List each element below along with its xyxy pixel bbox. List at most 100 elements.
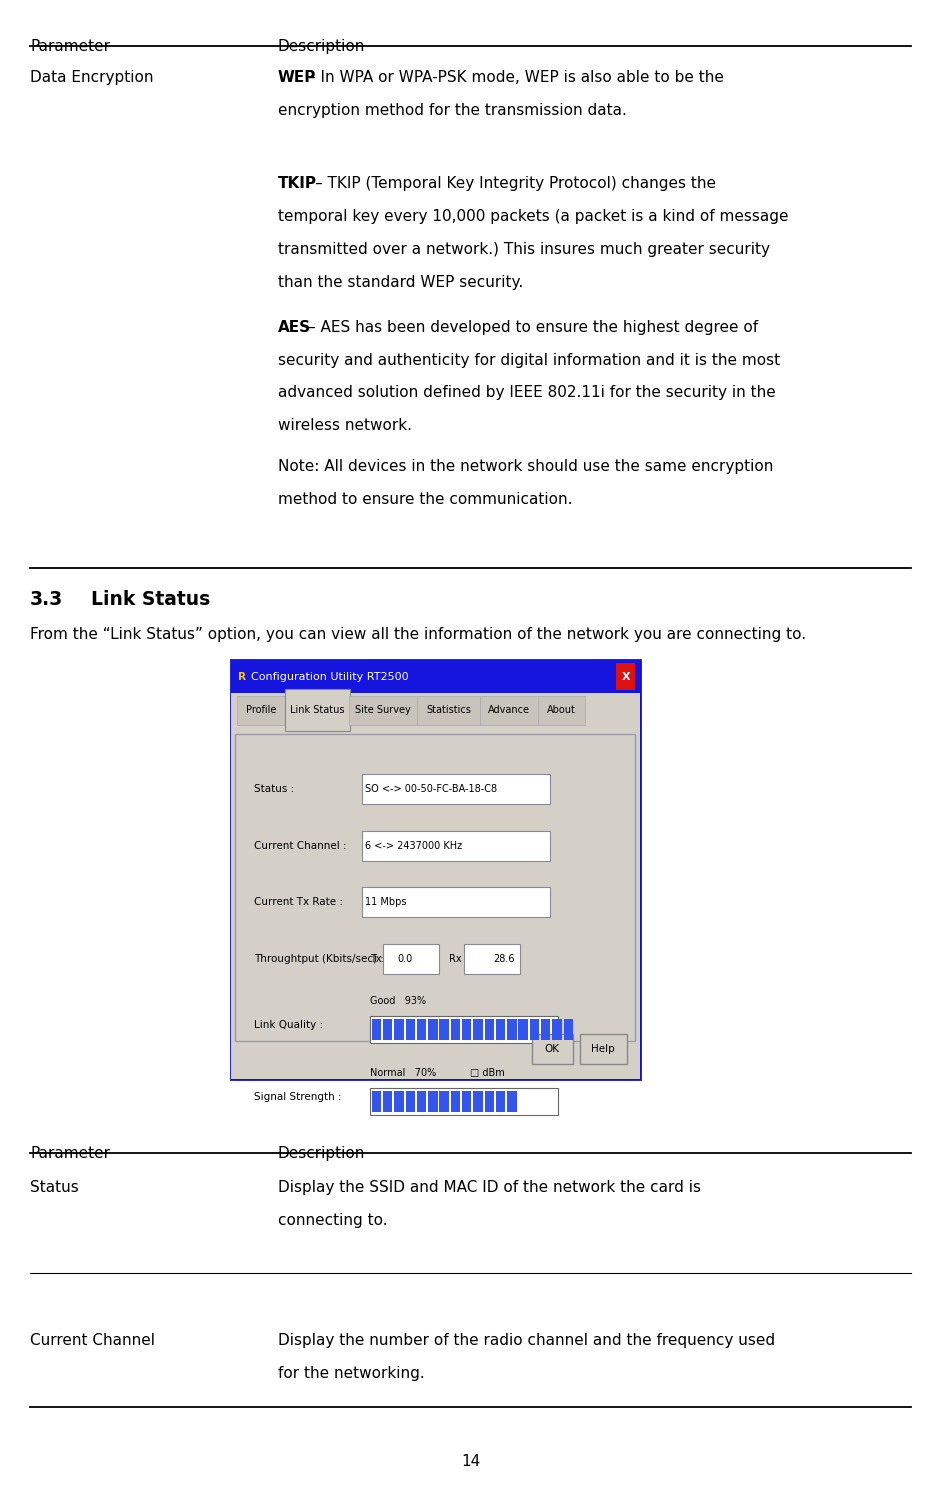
- Text: OK: OK: [545, 1044, 560, 1053]
- Bar: [451, 1019, 460, 1040]
- Bar: [496, 1091, 505, 1112]
- Text: Description: Description: [278, 39, 365, 54]
- Text: 14: 14: [461, 1454, 480, 1469]
- Text: Data Encryption: Data Encryption: [30, 70, 153, 85]
- Bar: [362, 887, 550, 917]
- Text: for the networking.: for the networking.: [278, 1366, 424, 1380]
- Text: 6 <-> 2437000 KHz: 6 <-> 2437000 KHz: [365, 841, 462, 850]
- Bar: [507, 1091, 517, 1112]
- Text: Parameter: Parameter: [30, 39, 110, 54]
- Text: Status: Status: [30, 1180, 79, 1195]
- Text: SO <-> 00-50-FC-BA-18-C8: SO <-> 00-50-FC-BA-18-C8: [365, 784, 497, 793]
- Text: Description: Description: [278, 1146, 365, 1161]
- Text: Note: All devices in the network should use the same encryption: Note: All devices in the network should …: [278, 459, 773, 474]
- Text: 3.3: 3.3: [30, 590, 63, 610]
- Bar: [231, 660, 640, 693]
- Bar: [518, 1019, 528, 1040]
- Text: Rx: Rx: [449, 955, 461, 964]
- Text: Profile: Profile: [247, 705, 277, 714]
- Text: Current Tx Rate :: Current Tx Rate :: [254, 898, 343, 907]
- Text: From the “Link Status” option, you can view all the information of the network y: From the “Link Status” option, you can v…: [30, 627, 806, 642]
- Bar: [428, 1019, 438, 1040]
- Bar: [417, 696, 480, 725]
- Text: Link Quality :: Link Quality :: [254, 1020, 323, 1029]
- Text: Normal   70%: Normal 70%: [370, 1068, 436, 1077]
- Text: transmitted over a network.) This insures much greater security: transmitted over a network.) This insure…: [278, 242, 770, 257]
- Bar: [538, 696, 585, 725]
- Bar: [473, 1019, 483, 1040]
- Text: WEP: WEP: [278, 70, 316, 85]
- Bar: [473, 1091, 483, 1112]
- Bar: [439, 1091, 449, 1112]
- Bar: [552, 1019, 562, 1040]
- Bar: [383, 944, 439, 974]
- Text: Current Channel: Current Channel: [30, 1333, 155, 1348]
- Bar: [383, 1091, 392, 1112]
- Text: 11 Mbps: 11 Mbps: [365, 898, 407, 907]
- Text: 28.6: 28.6: [493, 955, 515, 964]
- Bar: [564, 1019, 573, 1040]
- Bar: [464, 944, 520, 974]
- Text: AES: AES: [278, 320, 311, 335]
- Bar: [235, 734, 635, 1041]
- Bar: [406, 1019, 415, 1040]
- Bar: [530, 1019, 539, 1040]
- Text: than the standard WEP security.: than the standard WEP security.: [278, 275, 523, 290]
- Bar: [417, 1019, 426, 1040]
- Text: Tx: Tx: [370, 955, 381, 964]
- Bar: [237, 696, 286, 725]
- Text: – TKIP (Temporal Key Integrity Protocol) changes the: – TKIP (Temporal Key Integrity Protocol)…: [315, 176, 716, 191]
- Text: method to ensure the communication.: method to ensure the communication.: [278, 492, 572, 506]
- Bar: [462, 1091, 471, 1112]
- Text: encryption method for the transmission data.: encryption method for the transmission d…: [278, 103, 627, 118]
- Bar: [496, 1019, 505, 1040]
- Bar: [372, 1091, 381, 1112]
- Text: R: R: [238, 672, 247, 681]
- Bar: [485, 1091, 494, 1112]
- Text: Display the SSID and MAC ID of the network the card is: Display the SSID and MAC ID of the netwo…: [278, 1180, 701, 1195]
- Text: Advance: Advance: [488, 705, 530, 714]
- Bar: [480, 696, 538, 725]
- Text: Configuration Utility RT2500: Configuration Utility RT2500: [251, 672, 409, 681]
- Bar: [285, 689, 350, 731]
- Text: Site Survey: Site Survey: [355, 705, 411, 714]
- Bar: [541, 1019, 550, 1040]
- Text: temporal key every 10,000 packets (a packet is a kind of message: temporal key every 10,000 packets (a pac…: [278, 209, 789, 224]
- Bar: [485, 1019, 494, 1040]
- Bar: [370, 1088, 558, 1115]
- Text: X: X: [621, 672, 630, 681]
- Bar: [616, 663, 635, 690]
- Bar: [394, 1091, 404, 1112]
- Text: Signal Strength :: Signal Strength :: [254, 1092, 342, 1101]
- Text: Display the number of the radio channel and the frequency used: Display the number of the radio channel …: [278, 1333, 774, 1348]
- Bar: [383, 1019, 392, 1040]
- Text: wireless network.: wireless network.: [278, 418, 411, 433]
- Text: Help: Help: [591, 1044, 615, 1053]
- Text: Parameter: Parameter: [30, 1146, 110, 1161]
- Bar: [370, 1016, 558, 1043]
- Bar: [580, 1034, 627, 1064]
- Text: Status :: Status :: [254, 784, 295, 793]
- Bar: [372, 1019, 381, 1040]
- Text: □ dBm: □ dBm: [470, 1068, 505, 1077]
- Text: advanced solution defined by IEEE 802.11i for the security in the: advanced solution defined by IEEE 802.11…: [278, 385, 775, 400]
- Text: Good   93%: Good 93%: [370, 996, 426, 1005]
- Text: Link Status: Link Status: [91, 590, 211, 610]
- Text: – AES has been developed to ensure the highest degree of: – AES has been developed to ensure the h…: [308, 320, 758, 335]
- Bar: [428, 1091, 438, 1112]
- Bar: [231, 726, 640, 1079]
- Bar: [362, 774, 550, 804]
- Bar: [231, 660, 640, 1079]
- Text: connecting to.: connecting to.: [278, 1213, 387, 1228]
- Text: – In WPA or WPA-PSK mode, WEP is also able to be the: – In WPA or WPA-PSK mode, WEP is also ab…: [308, 70, 724, 85]
- Text: About: About: [548, 705, 576, 714]
- Bar: [462, 1019, 471, 1040]
- Bar: [362, 831, 550, 861]
- Bar: [349, 696, 417, 725]
- Bar: [406, 1091, 415, 1112]
- Text: Throughtput (Kbits/sec) :: Throughtput (Kbits/sec) :: [254, 955, 384, 964]
- Bar: [439, 1019, 449, 1040]
- Bar: [507, 1019, 517, 1040]
- Bar: [451, 1091, 460, 1112]
- Text: Current Channel :: Current Channel :: [254, 841, 346, 850]
